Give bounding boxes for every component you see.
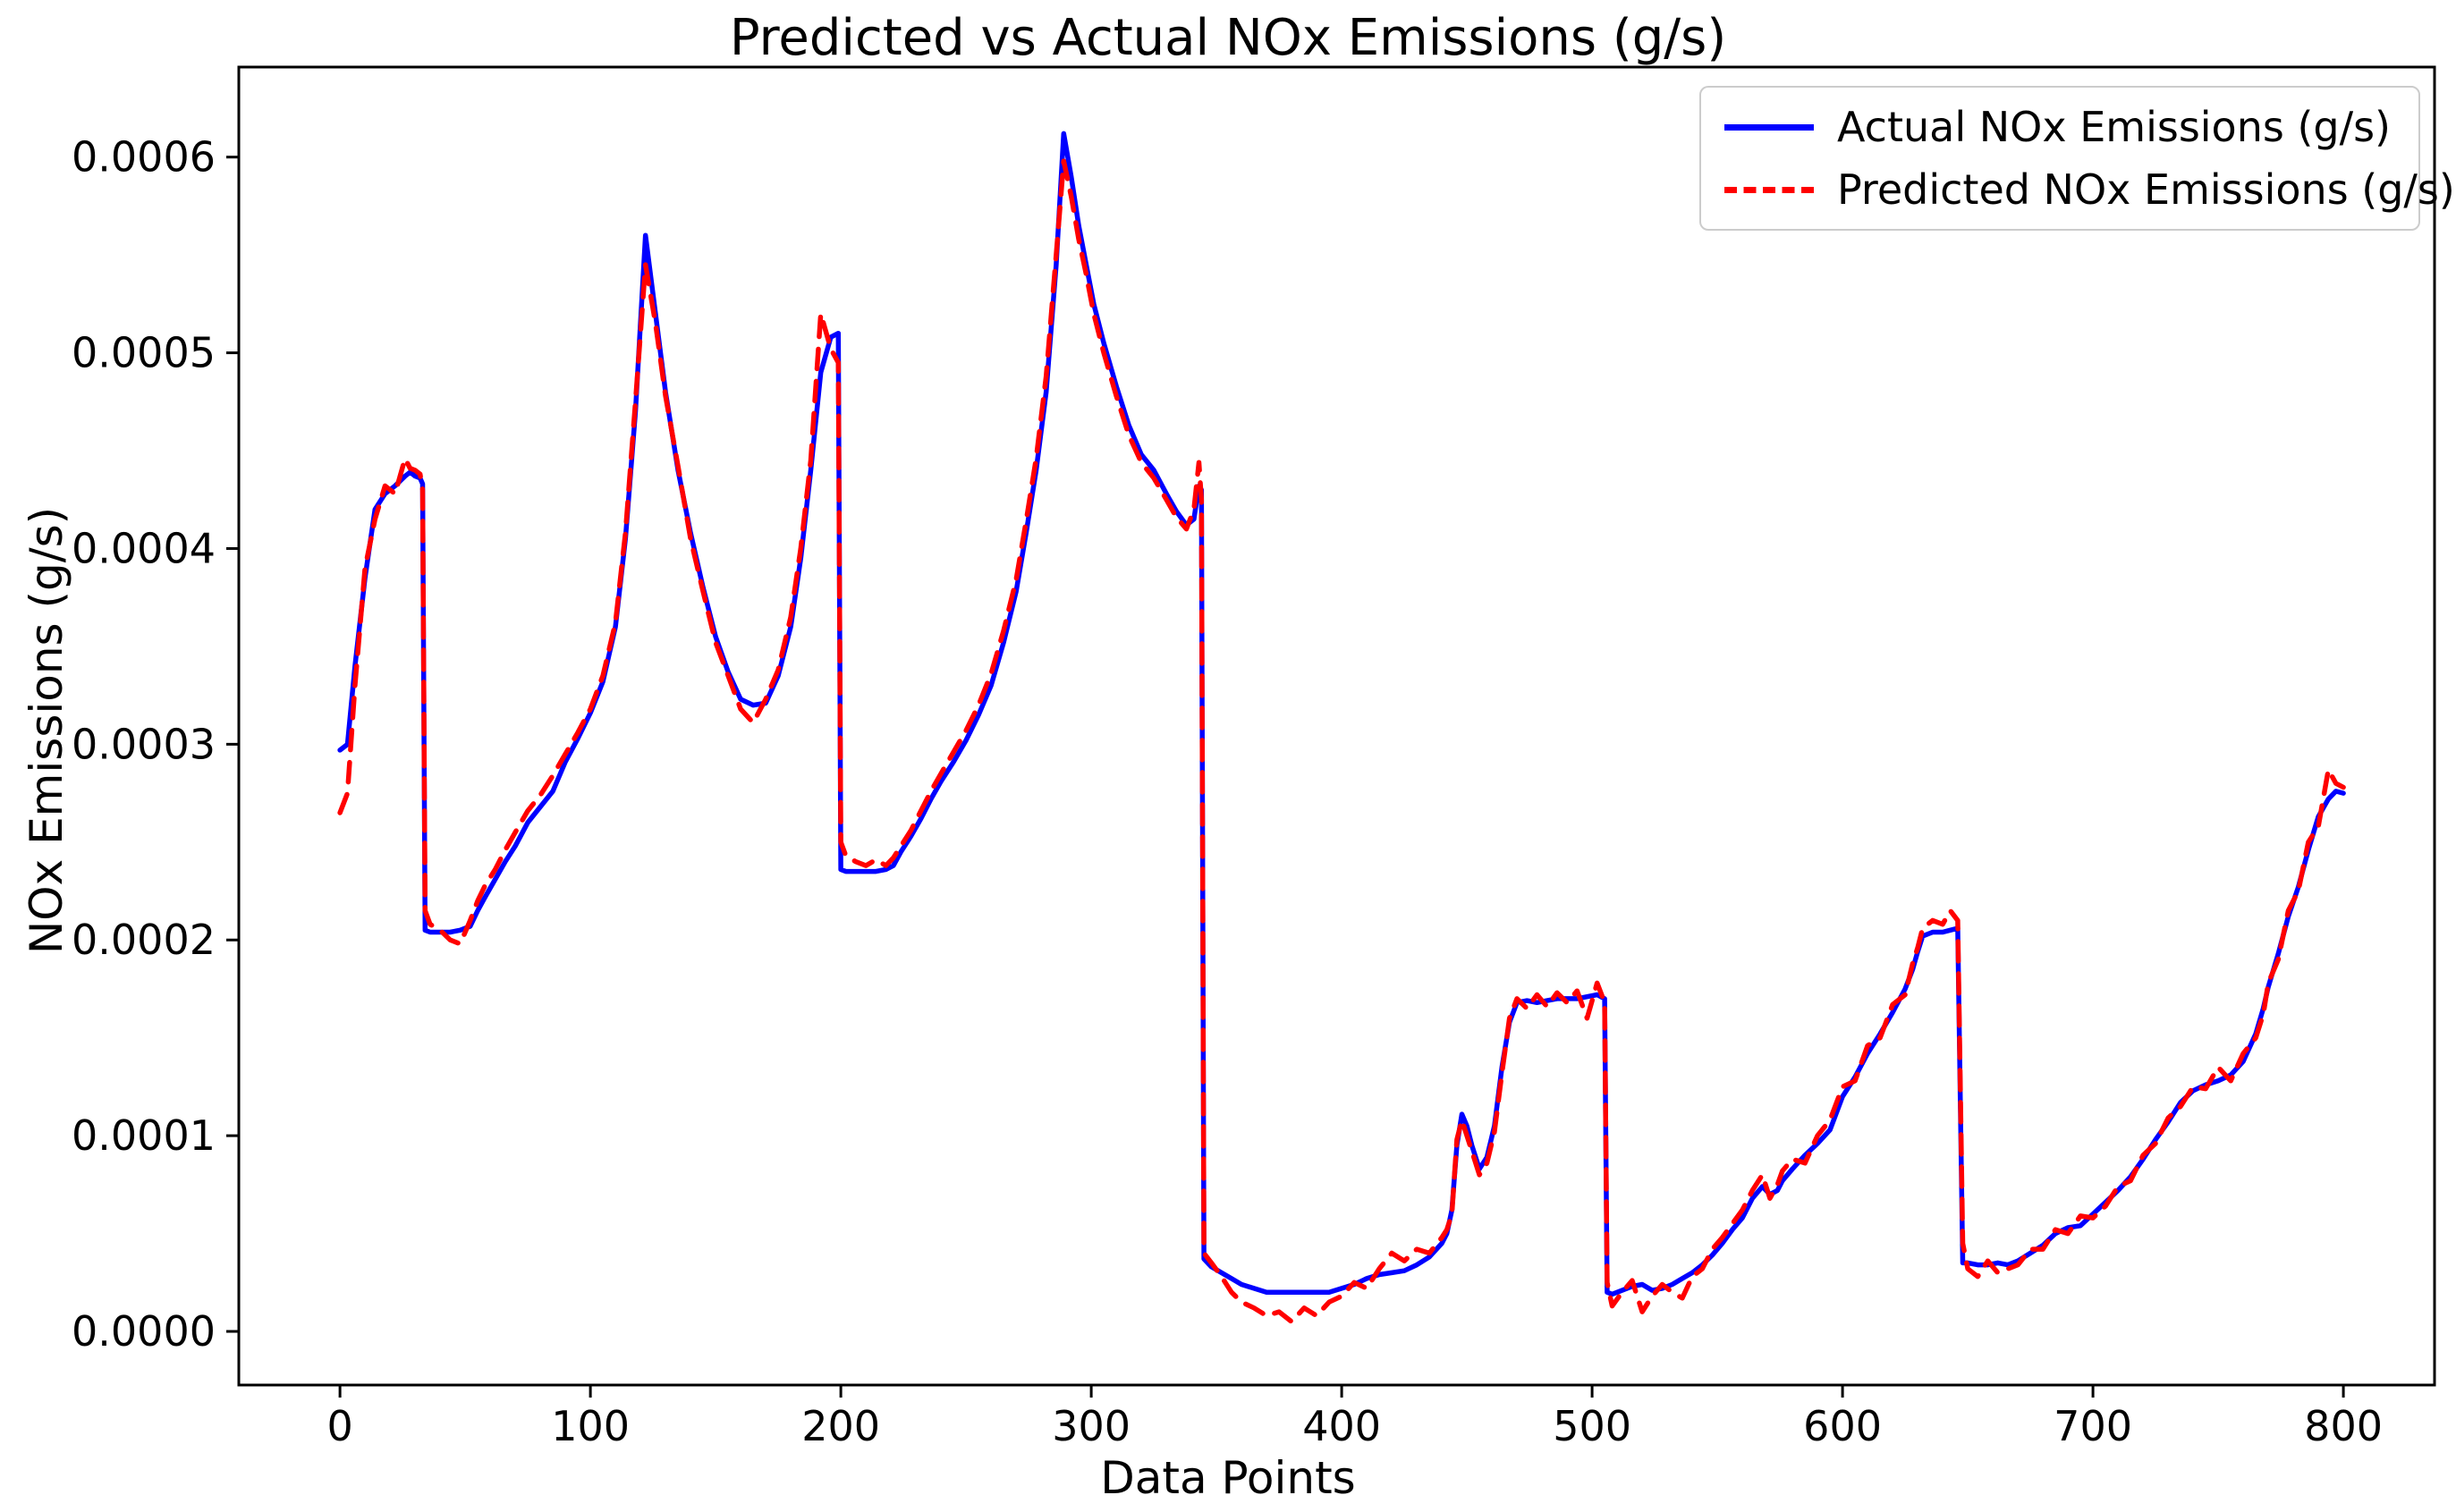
y-tick-label: 0.0005: [72, 329, 216, 377]
legend: Actual NOx Emissions (g/s) Predicted NOx…: [1699, 86, 2455, 231]
x-tick-label: 0: [326, 1402, 352, 1450]
legend-item-actual: Actual NOx Emissions (g/s): [1701, 98, 2418, 156]
predicted-line: [337, 158, 2346, 1324]
y-tick-label: 0.0006: [72, 133, 216, 182]
plot-area: [237, 65, 2436, 1387]
x-axis-label: Data Points: [1100, 1452, 1356, 1504]
legend-label-actual: Actual NOx Emissions (g/s): [1837, 103, 2392, 151]
x-tick-label: 300: [1052, 1402, 1131, 1450]
x-tick-label: 500: [1553, 1402, 1631, 1450]
y-tick-label: 0.0001: [72, 1111, 216, 1160]
y-tick-label: 0.0004: [72, 524, 216, 572]
predicted-line-sample-icon: [1724, 186, 1814, 193]
y-tick-label: 0.0002: [72, 916, 216, 964]
x-tick-label: 100: [551, 1402, 630, 1450]
x-tick-label: 600: [1803, 1402, 1882, 1450]
x-tick-label: 200: [801, 1402, 880, 1450]
x-tick-label: 400: [1302, 1402, 1381, 1450]
x-tick-label: 800: [2304, 1402, 2383, 1450]
y-tick-label: 0.0000: [72, 1307, 216, 1356]
chart-title: Predicted vs Actual NOx Emissions (g/s): [729, 9, 1727, 67]
y-axis-label: NOx Emissions (g/s): [21, 506, 72, 955]
legend-item-predicted: Predicted NOx Emissions (g/s): [1701, 161, 2455, 218]
x-tick-label: 700: [2054, 1402, 2132, 1450]
legend-label-predicted: Predicted NOx Emissions (g/s): [1837, 165, 2455, 214]
actual-line-sample-icon: [1724, 123, 1814, 131]
y-tick-label: 0.0003: [72, 720, 216, 768]
